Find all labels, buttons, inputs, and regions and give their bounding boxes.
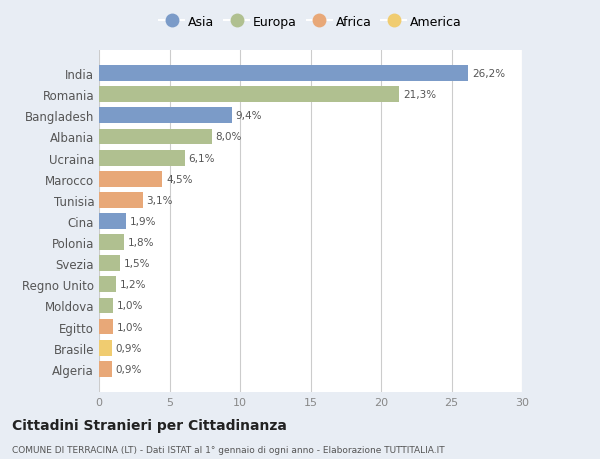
Text: 3,1%: 3,1% — [146, 196, 173, 205]
Text: 1,0%: 1,0% — [116, 322, 143, 332]
Bar — [99, 108, 232, 124]
Bar — [99, 361, 112, 377]
Text: 1,5%: 1,5% — [124, 258, 150, 269]
Bar — [99, 340, 112, 356]
Bar — [99, 171, 163, 187]
Bar — [99, 151, 185, 166]
Text: 4,5%: 4,5% — [166, 174, 193, 185]
Text: 1,8%: 1,8% — [128, 238, 154, 247]
Text: Cittadini Stranieri per Cittadinanza: Cittadini Stranieri per Cittadinanza — [12, 418, 287, 432]
Text: COMUNE DI TERRACINA (LT) - Dati ISTAT al 1° gennaio di ogni anno - Elaborazione : COMUNE DI TERRACINA (LT) - Dati ISTAT al… — [12, 445, 445, 454]
Legend: Asia, Europa, Africa, America: Asia, Europa, Africa, America — [159, 16, 462, 28]
Text: 21,3%: 21,3% — [403, 90, 436, 100]
Text: 0,9%: 0,9% — [115, 343, 142, 353]
Bar — [99, 87, 400, 103]
Bar — [99, 192, 143, 208]
Bar — [99, 256, 120, 272]
Text: 1,9%: 1,9% — [130, 217, 156, 226]
Text: 1,2%: 1,2% — [119, 280, 146, 290]
Bar — [99, 235, 124, 251]
Bar — [99, 277, 116, 292]
Bar — [99, 319, 113, 335]
Text: 9,4%: 9,4% — [235, 111, 262, 121]
Bar — [99, 213, 126, 230]
Bar — [99, 66, 469, 82]
Text: 26,2%: 26,2% — [472, 69, 505, 79]
Text: 8,0%: 8,0% — [215, 132, 242, 142]
Text: 1,0%: 1,0% — [116, 301, 143, 311]
Text: 0,9%: 0,9% — [115, 364, 142, 374]
Bar — [99, 129, 212, 145]
Text: 6,1%: 6,1% — [188, 153, 215, 163]
Bar — [99, 298, 113, 313]
